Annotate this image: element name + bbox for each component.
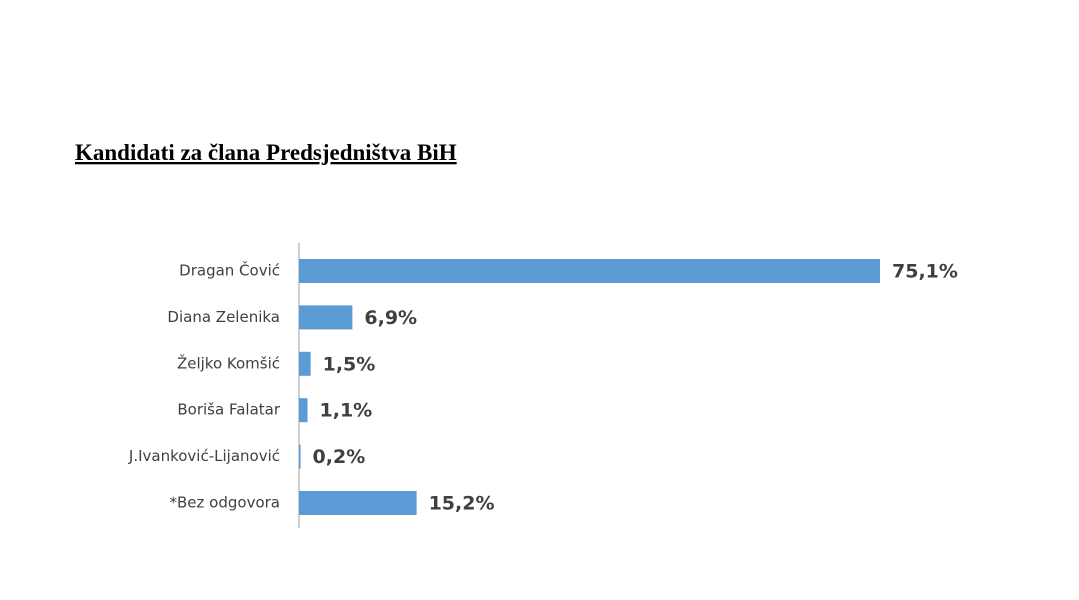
bar bbox=[299, 491, 417, 515]
bar bbox=[299, 351, 311, 376]
value-label: 15,2% bbox=[429, 493, 495, 515]
bar bbox=[299, 305, 353, 330]
value-label: 1,1% bbox=[320, 400, 373, 422]
category-label: Diana Zelenika bbox=[167, 308, 280, 326]
category-label: Željko Komšić bbox=[177, 353, 280, 372]
value-label: 75,1% bbox=[892, 261, 958, 283]
value-label: 1,5% bbox=[323, 353, 376, 375]
value-label: 6,9% bbox=[364, 307, 417, 329]
bar bbox=[299, 398, 308, 423]
chart-title: Kandidati za člana Predsjedništva BiH bbox=[75, 140, 457, 165]
bar bbox=[299, 259, 880, 283]
category-label: J.Ivanković-Lijanović bbox=[128, 447, 280, 465]
category-label: *Bez odgovora bbox=[170, 494, 280, 512]
bar bbox=[299, 444, 301, 469]
value-label: 0,2% bbox=[313, 446, 366, 468]
category-label: Dragan Čović bbox=[179, 261, 280, 280]
category-label: Boriša Falatar bbox=[177, 401, 280, 419]
